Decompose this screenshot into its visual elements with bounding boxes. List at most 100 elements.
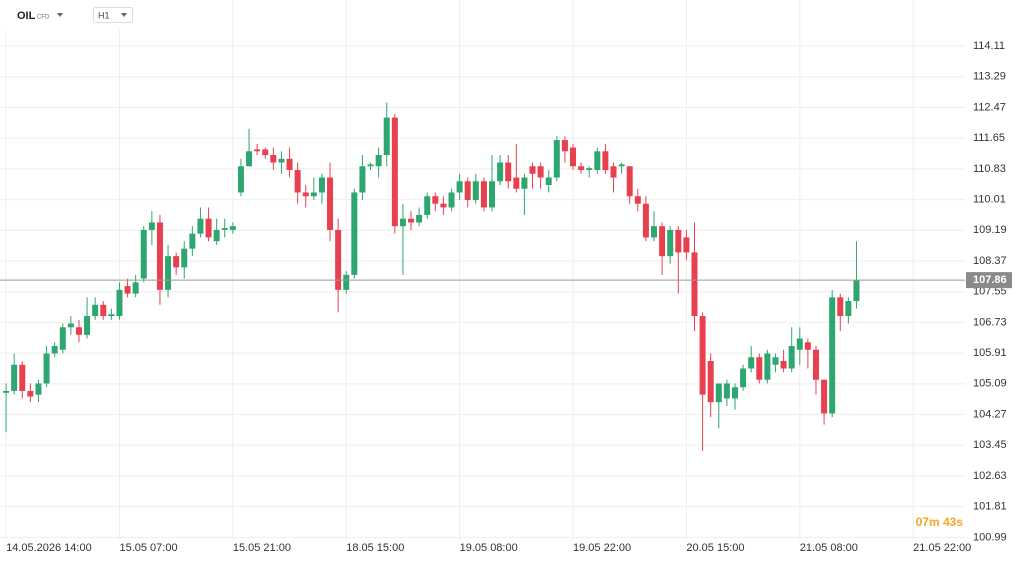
candle-body [327, 177, 334, 230]
candle-body [489, 181, 496, 208]
timeframe-dropdown[interactable] [121, 13, 127, 17]
candle-body [205, 218, 212, 238]
candle-body [237, 166, 244, 193]
candle-body [570, 147, 577, 167]
candle-body [715, 383, 722, 403]
y-tick-label: 109.19 [973, 224, 1007, 236]
y-tick-label: 105.09 [973, 378, 1007, 390]
candle-body [545, 177, 552, 185]
candle-body [667, 229, 674, 257]
candle-body [642, 203, 649, 238]
candle-body [100, 304, 107, 317]
y-tick-label: 101.81 [973, 501, 1007, 513]
candle-body [140, 229, 147, 279]
candle-body [480, 181, 487, 208]
candle-body [286, 158, 293, 171]
candle-body [262, 149, 269, 156]
candle-body [829, 297, 836, 414]
candle-body [586, 168, 593, 171]
y-tick-label: 108.37 [973, 255, 1007, 267]
candle-body [699, 316, 706, 395]
candle-body [375, 155, 382, 167]
symbol-dropdown[interactable] [57, 13, 63, 17]
x-tick-label: 20.05 15:00 [686, 542, 744, 554]
candle-body [229, 226, 236, 230]
candle-body [278, 158, 285, 163]
candle-body [821, 379, 828, 414]
candle-body [440, 203, 447, 208]
candles [0, 102, 965, 451]
candle-body [626, 166, 633, 197]
candle-body [650, 226, 657, 238]
y-tick-label: 110.83 [973, 163, 1006, 175]
y-tick-label: 114.11 [973, 40, 1005, 52]
y-tick-label: 110.01 [973, 194, 1006, 206]
y-tick-label: 113.29 [973, 71, 1006, 83]
candle-body [659, 226, 666, 257]
candle-body [675, 229, 682, 253]
y-tick-label: 102.63 [973, 470, 1007, 482]
candle-body [254, 149, 261, 152]
candle-body [529, 166, 536, 174]
candle-body [116, 289, 123, 317]
candle-body [270, 155, 277, 163]
candle-body [383, 117, 390, 156]
candle-body [75, 327, 82, 335]
axes: 114.11 113.29 112.47 111.65 110.83 110.01 109.… [6, 40, 1012, 554]
candle-body [845, 301, 852, 317]
candle-body [456, 181, 463, 193]
candle-body [618, 164, 625, 167]
x-tick-label: 19.05 22:00 [573, 542, 631, 554]
candle-body [367, 164, 374, 167]
candle-body [796, 338, 803, 350]
candle-body [351, 192, 358, 275]
x-tick-label: 18.05 15:00 [346, 542, 404, 554]
countdown: 07m 43s [916, 515, 964, 529]
candle-body [124, 286, 131, 294]
candle-body [756, 357, 763, 380]
candle-body [553, 140, 560, 178]
candle-body [497, 162, 504, 182]
x-tick-label: 21.05 22:00 [913, 542, 971, 554]
y-tick-label: 111.65 [973, 132, 1005, 144]
y-tick-label: 112.47 [973, 101, 1006, 113]
last-price-box [966, 272, 1012, 289]
y-tick-label: 106.73 [973, 316, 1007, 328]
symbol[interactable]: OIL [17, 10, 36, 22]
candle-body [221, 228, 228, 230]
candle-body [521, 177, 528, 189]
candle-body [764, 353, 771, 380]
candle-body [108, 314, 115, 317]
candle-body [740, 368, 747, 388]
candle-body [84, 316, 91, 335]
y-tick-label: 103.45 [973, 439, 1007, 451]
x-tick-label: 21.05 08:00 [800, 542, 858, 554]
timeframe-box[interactable] [93, 7, 133, 23]
last-price-label: 107.86 [973, 274, 1007, 286]
candle-body [464, 181, 471, 200]
candle-body [3, 390, 10, 393]
candle-body [67, 323, 74, 328]
candle-body [602, 151, 609, 171]
candle-body [424, 196, 431, 215]
candle-body [294, 170, 301, 193]
candle-body [408, 218, 415, 223]
candle-body [594, 151, 601, 171]
candle-body [748, 357, 755, 369]
x-tick-label: 15.05 21:00 [233, 542, 291, 554]
x-tick-label: 19.05 08:00 [460, 542, 518, 554]
candle-body [634, 196, 641, 204]
candle-body [788, 346, 795, 369]
timeframe[interactable]: H1 [98, 10, 110, 20]
candle-body [683, 237, 690, 253]
y-tick-label: 105.91 [973, 347, 1007, 359]
candle-body [359, 166, 366, 193]
candle-body [302, 192, 309, 197]
candle-body [780, 360, 787, 369]
candle-body [537, 166, 544, 178]
toolbar-bg [0, 0, 180, 30]
candle-body [43, 353, 50, 384]
candle-body [132, 282, 139, 294]
